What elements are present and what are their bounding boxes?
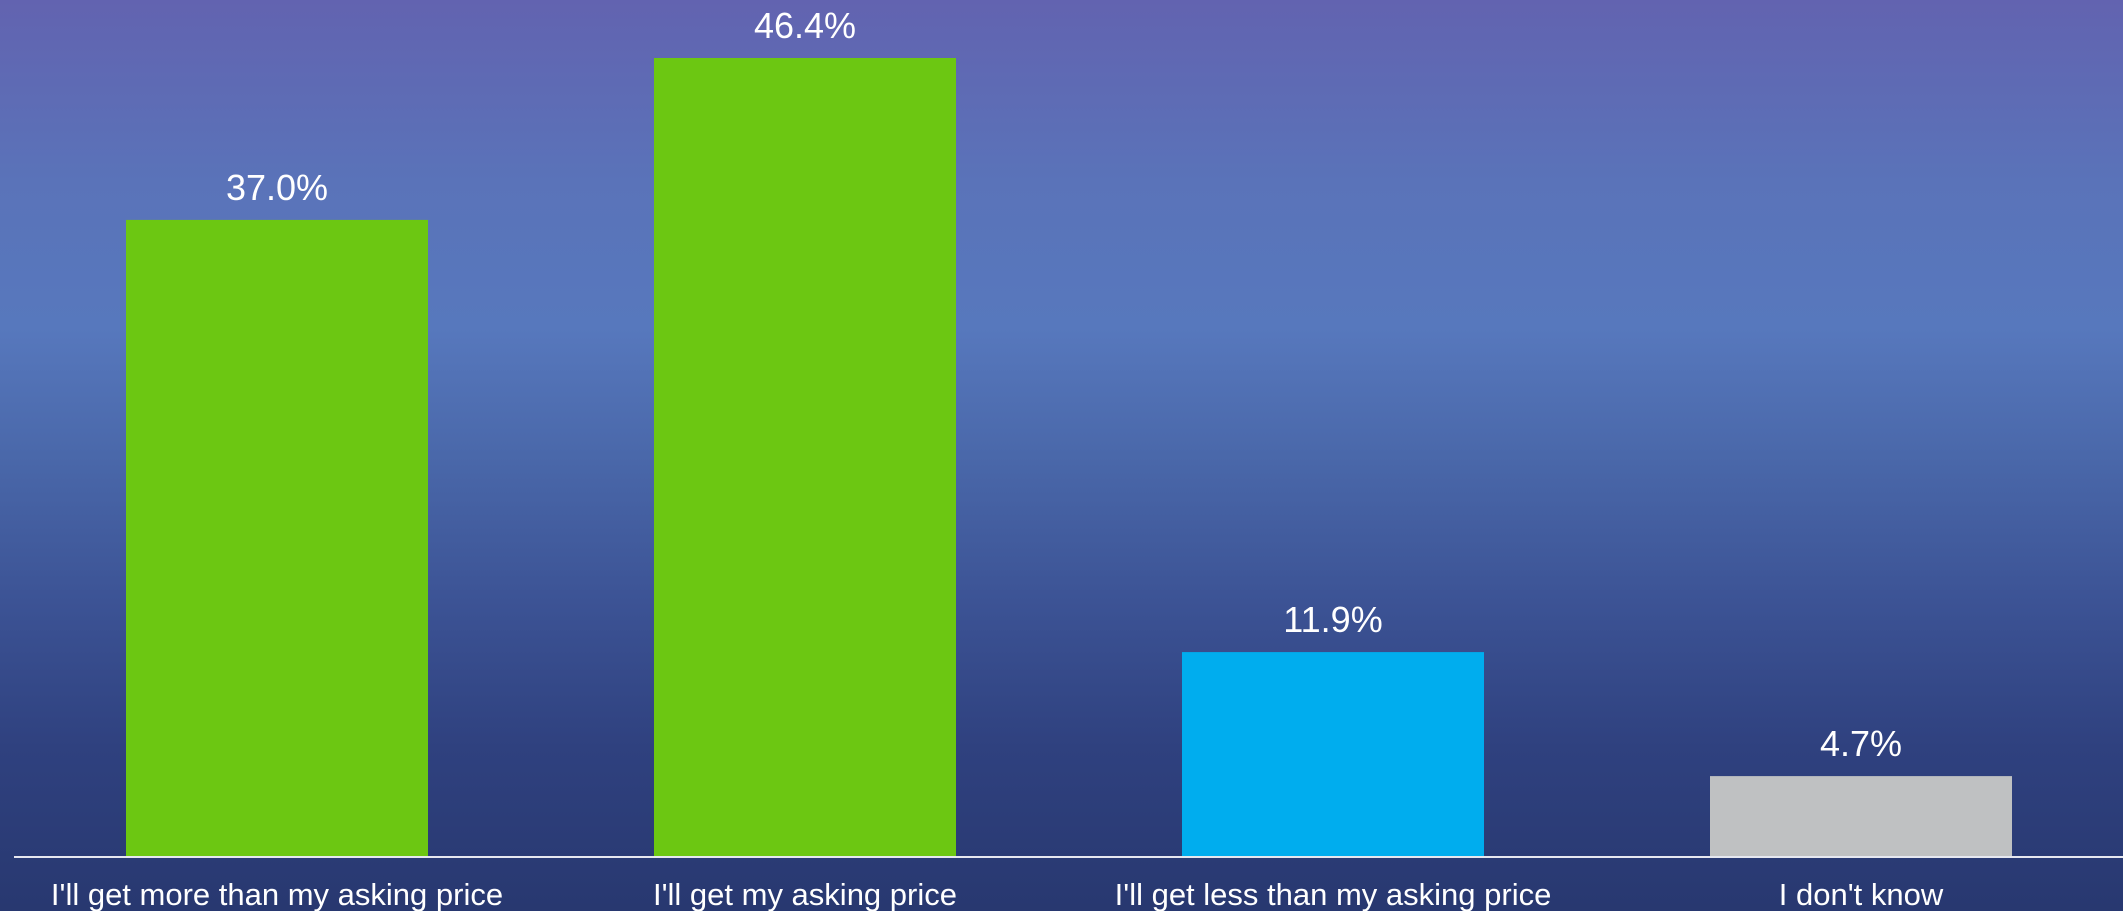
- bar-value-label-0: 37.0%: [226, 167, 328, 208]
- bar-value-label-1: 46.4%: [754, 5, 856, 46]
- category-label-3: I don't know: [1779, 877, 1944, 911]
- bar-value-label-2: 11.9%: [1283, 599, 1382, 640]
- bar-1: [654, 58, 956, 857]
- category-label-0: I'll get more than my asking price: [51, 877, 503, 911]
- bars-layer: [126, 58, 2012, 857]
- bar-3: [1710, 776, 2012, 857]
- category-label-2: I'll get less than my asking price: [1115, 877, 1552, 911]
- bar-2: [1182, 652, 1484, 857]
- value-labels-layer: 37.0% 46.4% 11.9% 4.7%: [226, 5, 1902, 764]
- category-label-1: I'll get my asking price: [653, 877, 957, 911]
- bar-value-label-3: 4.7%: [1820, 723, 1902, 764]
- bar-0: [126, 219, 428, 857]
- category-labels-layer: I'll get more than my asking price I'll g…: [51, 877, 1944, 911]
